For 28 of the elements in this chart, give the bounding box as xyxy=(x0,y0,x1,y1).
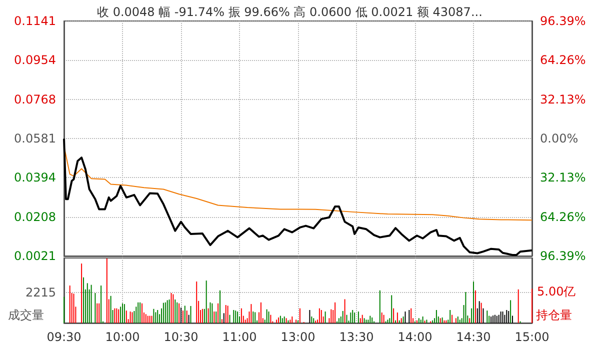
x-tick-label: 14:30 xyxy=(456,330,491,344)
x-tick-label: 11:00 xyxy=(222,330,257,344)
y-tick-label: 0.0768 xyxy=(14,92,56,106)
x-tick-label: 10:00 xyxy=(105,330,140,344)
y2-tick-label: 96.39% xyxy=(540,249,586,263)
x-tick-label: 10:30 xyxy=(164,330,198,344)
y-axis-title: 成交量 xyxy=(8,308,44,322)
y2-tick-label: 96.39% xyxy=(540,14,586,28)
y2-tick-label: 64.26% xyxy=(540,210,586,224)
y-tick-label: 0.0021 xyxy=(14,249,56,263)
y-tick-label: 0.1141 xyxy=(14,14,56,28)
y2-tick-label: 64.26% xyxy=(540,53,586,68)
y-tick-label: 0.0581 xyxy=(14,132,56,146)
chart-title: 收 0.0048 幅 -91.74% 振 99.66% 高 0.0600 低 0.0021 额 43087... xyxy=(97,5,482,19)
y-tick-label: 2215 xyxy=(25,285,56,300)
x-tick-label: 09:30 xyxy=(46,330,82,344)
x-tick-label: 15:00 xyxy=(514,330,550,344)
x-tick-label: 14:00 xyxy=(398,330,432,344)
y-tick-label: 0.0208 xyxy=(14,210,56,224)
text: 5.00亿 xyxy=(537,284,576,298)
y-tick-label: 0.0954 xyxy=(14,53,56,68)
y2-axis-title: 持仓量 xyxy=(536,308,572,322)
y2-tick-label: 0.00% xyxy=(540,132,578,146)
x-tick-label: 13:30 xyxy=(339,330,374,344)
y2-tick-label: 32.13% xyxy=(540,170,586,185)
x-tick-label: 13:00 xyxy=(280,330,316,344)
y-tick-label: 0.0394 xyxy=(14,170,56,185)
y2-tick-label: 32.13% xyxy=(540,92,586,106)
